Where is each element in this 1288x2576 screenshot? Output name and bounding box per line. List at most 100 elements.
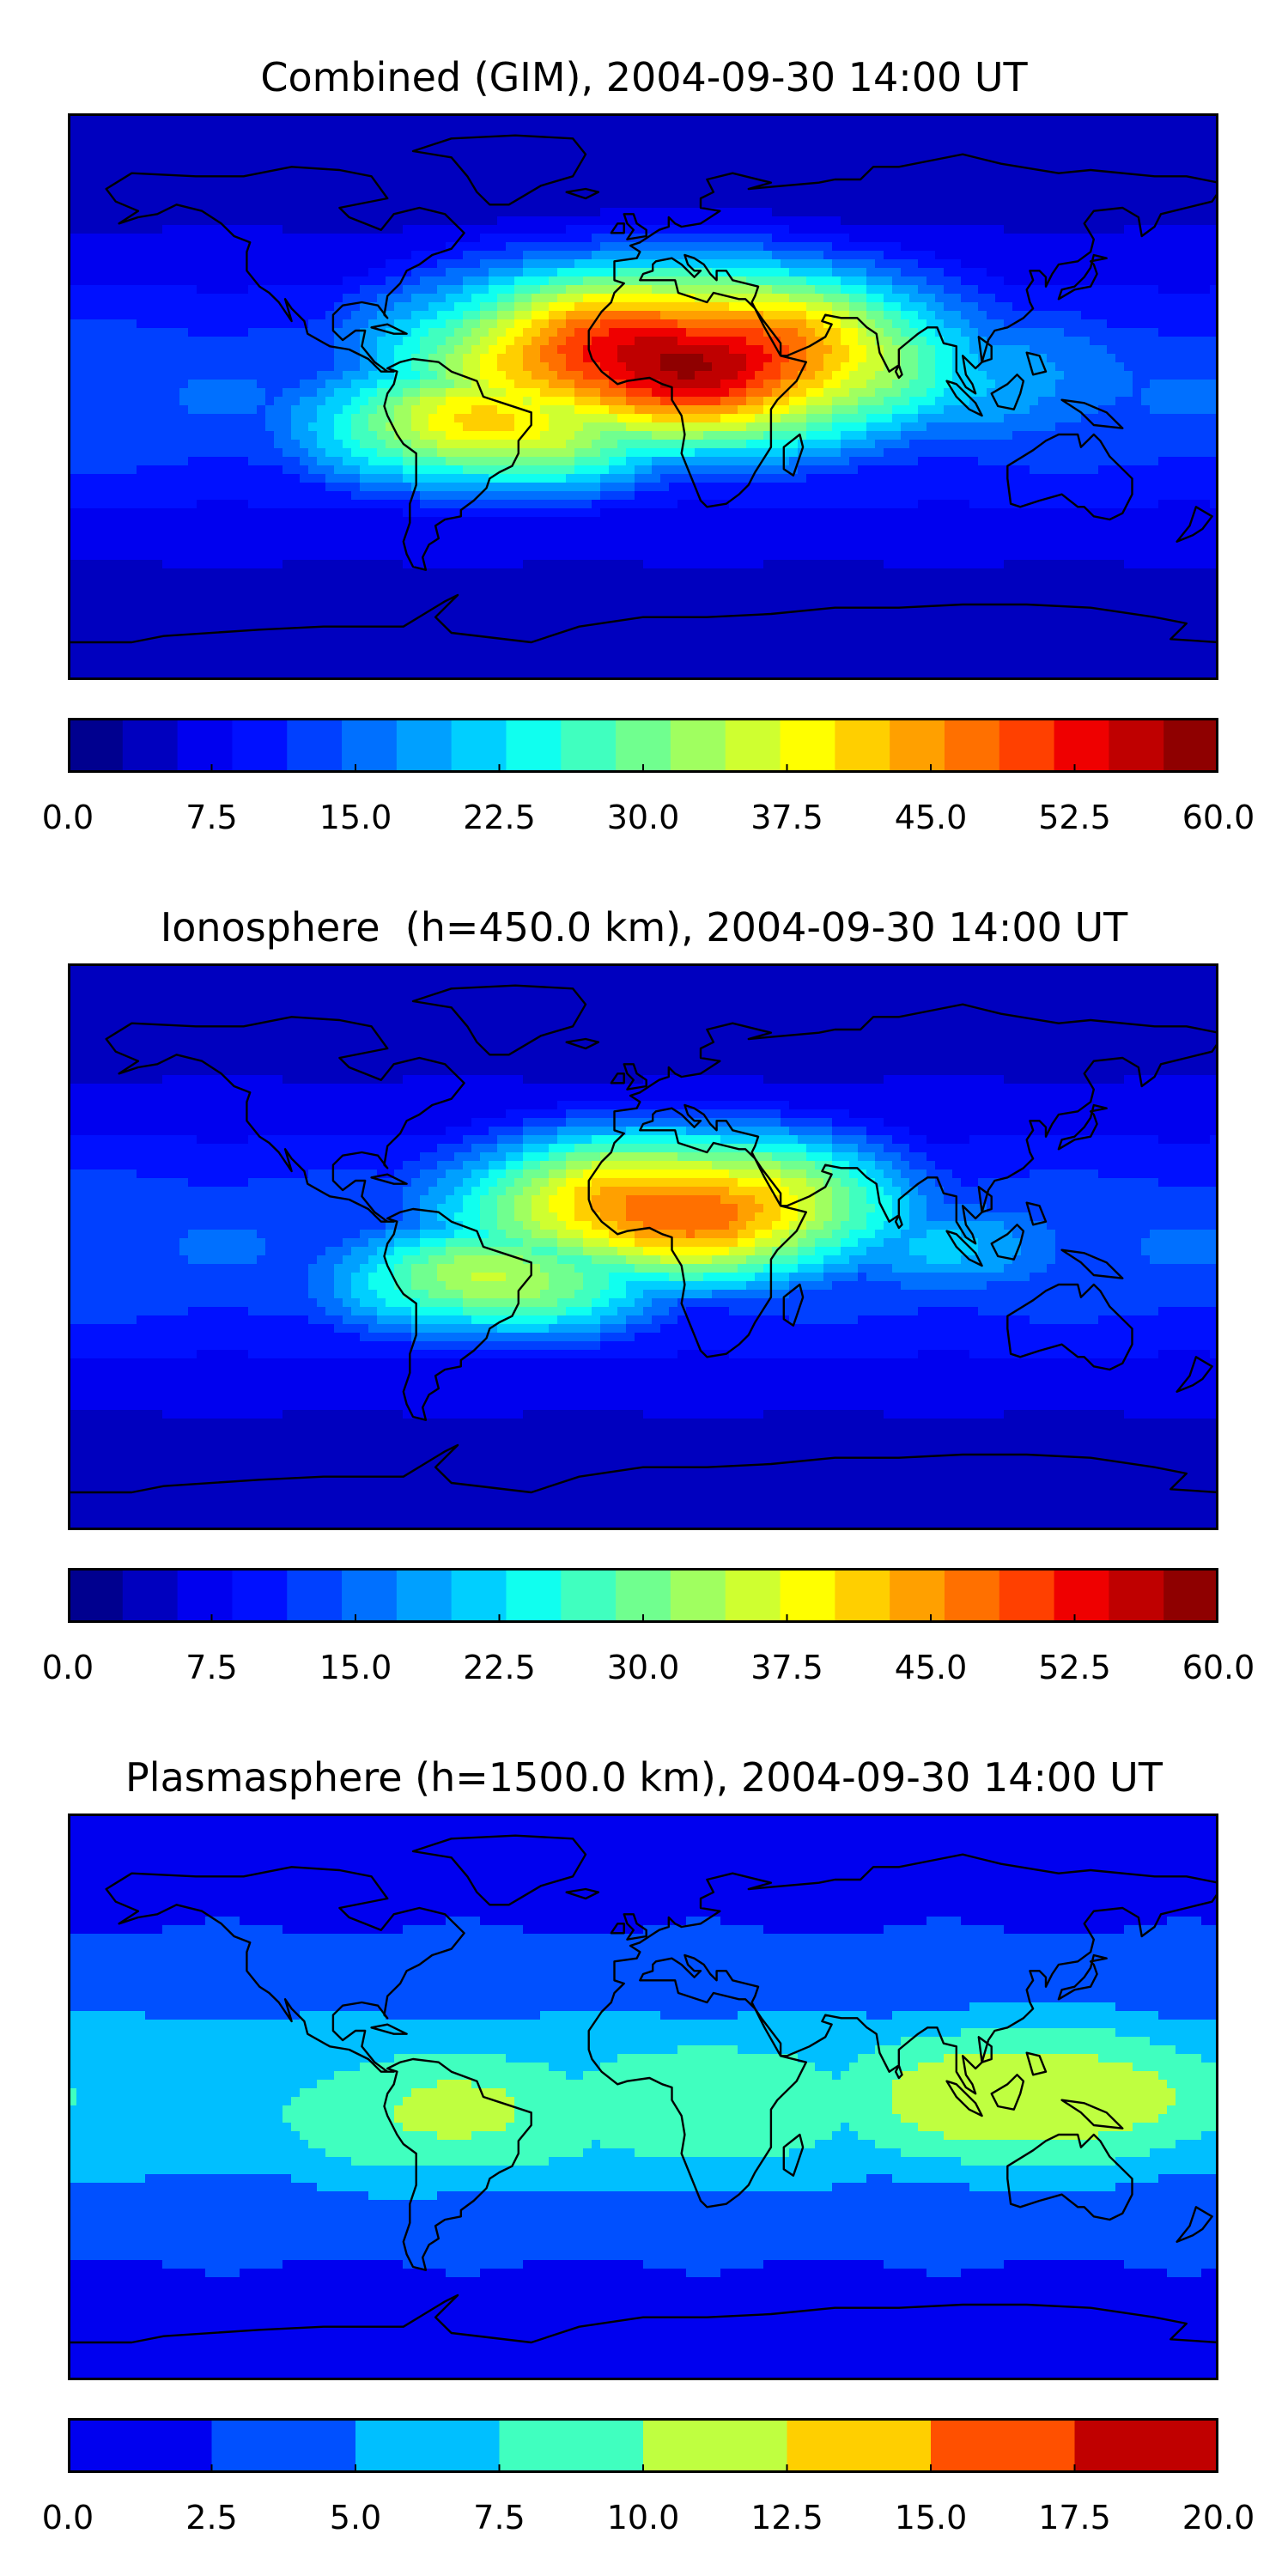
tec-cell <box>471 319 481 329</box>
tec-cell <box>729 311 738 320</box>
tec-cell <box>334 414 343 423</box>
tec-cell <box>317 173 326 183</box>
tec-cell <box>214 302 223 312</box>
tec-cell <box>171 422 180 432</box>
tec-cell <box>823 191 833 200</box>
tec-cell <box>514 422 524 432</box>
tec-cell <box>532 422 541 432</box>
tec-cell <box>1038 148 1048 157</box>
tec-cell <box>652 165 661 174</box>
tec-cell <box>1038 259 1048 269</box>
tec-cell <box>188 191 197 200</box>
tec-cell <box>772 285 781 295</box>
tec-cell <box>712 182 721 191</box>
tec-cell <box>1055 251 1065 260</box>
tec-cell <box>961 311 970 320</box>
tec-cell <box>583 234 592 243</box>
tec-cell <box>308 422 318 432</box>
tec-cell <box>128 371 137 380</box>
tec-cell <box>892 251 902 260</box>
tec-cell <box>549 422 558 432</box>
tec-cell <box>162 242 172 252</box>
tec-cell <box>677 191 687 200</box>
tec-cell <box>334 173 343 183</box>
tec-cell <box>1176 380 1185 389</box>
tec-cell <box>592 285 601 295</box>
tec-cell <box>1167 139 1176 149</box>
tec-cell <box>454 242 464 252</box>
tec-cell <box>987 199 996 209</box>
tec-cell <box>1081 345 1091 355</box>
tec-cell <box>1133 199 1142 209</box>
tec-cell <box>257 285 266 295</box>
tec-cell <box>652 199 661 209</box>
tec-cell <box>875 328 884 337</box>
tec-cell <box>927 397 936 406</box>
tec-cell <box>411 388 421 398</box>
tec-cell <box>695 371 704 380</box>
tec-cell <box>360 131 369 140</box>
tec-cell <box>892 311 902 320</box>
tec-cell <box>806 285 816 295</box>
tec-cell <box>772 354 781 363</box>
tec-cell <box>1004 319 1013 329</box>
tec-cell <box>815 276 824 286</box>
tec-cell <box>179 225 189 234</box>
tec-cell <box>454 173 464 183</box>
tec-cell <box>437 362 447 372</box>
tec-cell <box>875 242 884 252</box>
tec-cell <box>325 371 335 380</box>
tec-cell <box>927 139 936 149</box>
tec-cell <box>171 191 180 200</box>
tec-cell <box>875 285 884 295</box>
tec-cell <box>832 294 841 303</box>
tec-cell <box>454 165 464 174</box>
tec-cell <box>171 208 180 217</box>
tec-cell <box>197 225 206 234</box>
tec-cell <box>1133 225 1142 234</box>
tec-cell <box>1012 165 1022 174</box>
tec-cell <box>300 294 309 303</box>
tec-cell <box>746 182 756 191</box>
tec-cell <box>162 165 172 174</box>
tec-cell <box>94 388 103 398</box>
tec-cell <box>1115 285 1125 295</box>
tec-cell <box>600 294 610 303</box>
tec-cell <box>291 311 301 320</box>
tec-cell <box>738 319 747 329</box>
tec-cell <box>643 139 653 149</box>
tec-cell <box>360 397 369 406</box>
tec-cell <box>823 345 833 355</box>
tec-cell <box>506 182 515 191</box>
tec-cell <box>317 268 326 277</box>
tec-cell <box>1055 182 1065 191</box>
tec-cell <box>291 388 301 398</box>
tec-cell <box>489 328 498 337</box>
tec-cell <box>76 122 86 131</box>
tec-cell <box>806 139 816 149</box>
tec-cell <box>360 405 369 415</box>
tec-cell <box>884 311 893 320</box>
tec-cell <box>961 122 970 131</box>
tec-cell <box>927 191 936 200</box>
tec-cell <box>308 268 318 277</box>
tec-cell <box>652 302 661 312</box>
tec-cell <box>411 182 421 191</box>
tec-cell <box>1124 173 1133 183</box>
tec-cell <box>635 156 644 166</box>
tec-cell <box>1030 173 1039 183</box>
tec-cell <box>257 113 266 123</box>
tec-cell <box>1055 397 1065 406</box>
tec-cell <box>231 251 240 260</box>
tec-cell <box>420 199 429 209</box>
tec-cell <box>300 380 309 389</box>
tec-cell <box>901 182 910 191</box>
tec-cell <box>308 388 318 398</box>
tec-cell <box>720 225 730 234</box>
tec-cell <box>849 371 859 380</box>
tec-cell <box>523 173 532 183</box>
tec-cell <box>497 294 507 303</box>
tec-cell <box>222 199 232 209</box>
tec-cell <box>918 276 927 286</box>
tec-cell <box>935 397 945 406</box>
